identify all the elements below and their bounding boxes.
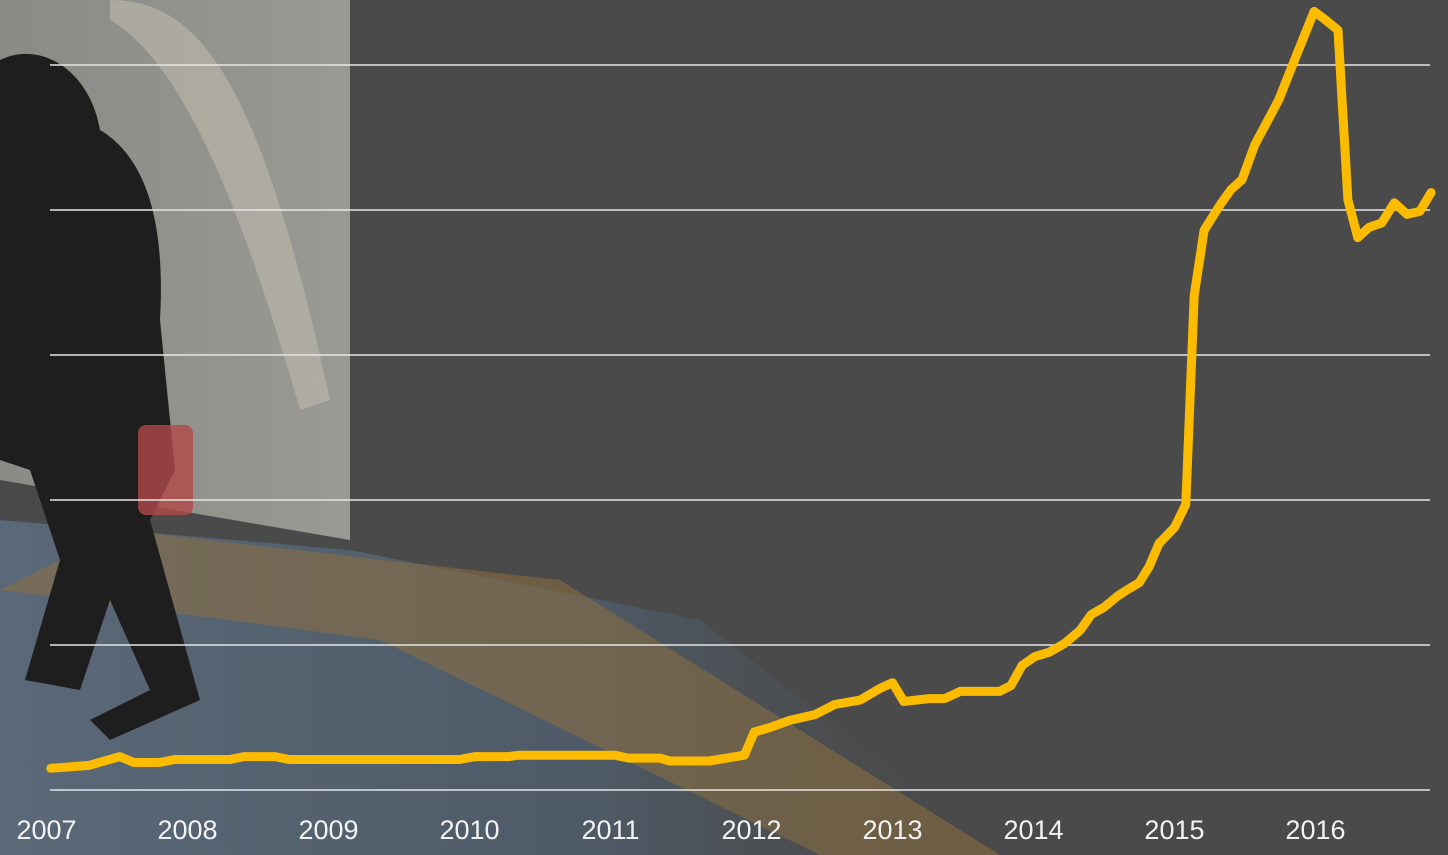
x-tick-label: 2010 — [439, 815, 499, 845]
photo-person — [0, 53, 200, 741]
x-tick-label: 2012 — [721, 815, 781, 845]
grid — [50, 64, 1430, 791]
line — [46, 6, 1436, 773]
x-tick-label: 2009 — [298, 815, 358, 845]
x-tick-label: 2016 — [1285, 815, 1345, 845]
photo-mosaic — [110, 0, 330, 410]
x-tick-label: 2007 — [16, 815, 76, 845]
plot: 2007 2008 2009 2010 2011 2012 2013 2014 2015 2016 — [16, 6, 1436, 845]
photo-bag — [138, 425, 193, 515]
x-tick-label: 2013 — [862, 815, 922, 845]
photo-tactile-strip — [0, 530, 1000, 855]
x-tick-label: 2008 — [157, 815, 217, 845]
x-tick-label: 2011 — [581, 815, 639, 845]
x-tick-label: 2014 — [1003, 815, 1063, 845]
x-tick-label: 2015 — [1144, 815, 1204, 845]
